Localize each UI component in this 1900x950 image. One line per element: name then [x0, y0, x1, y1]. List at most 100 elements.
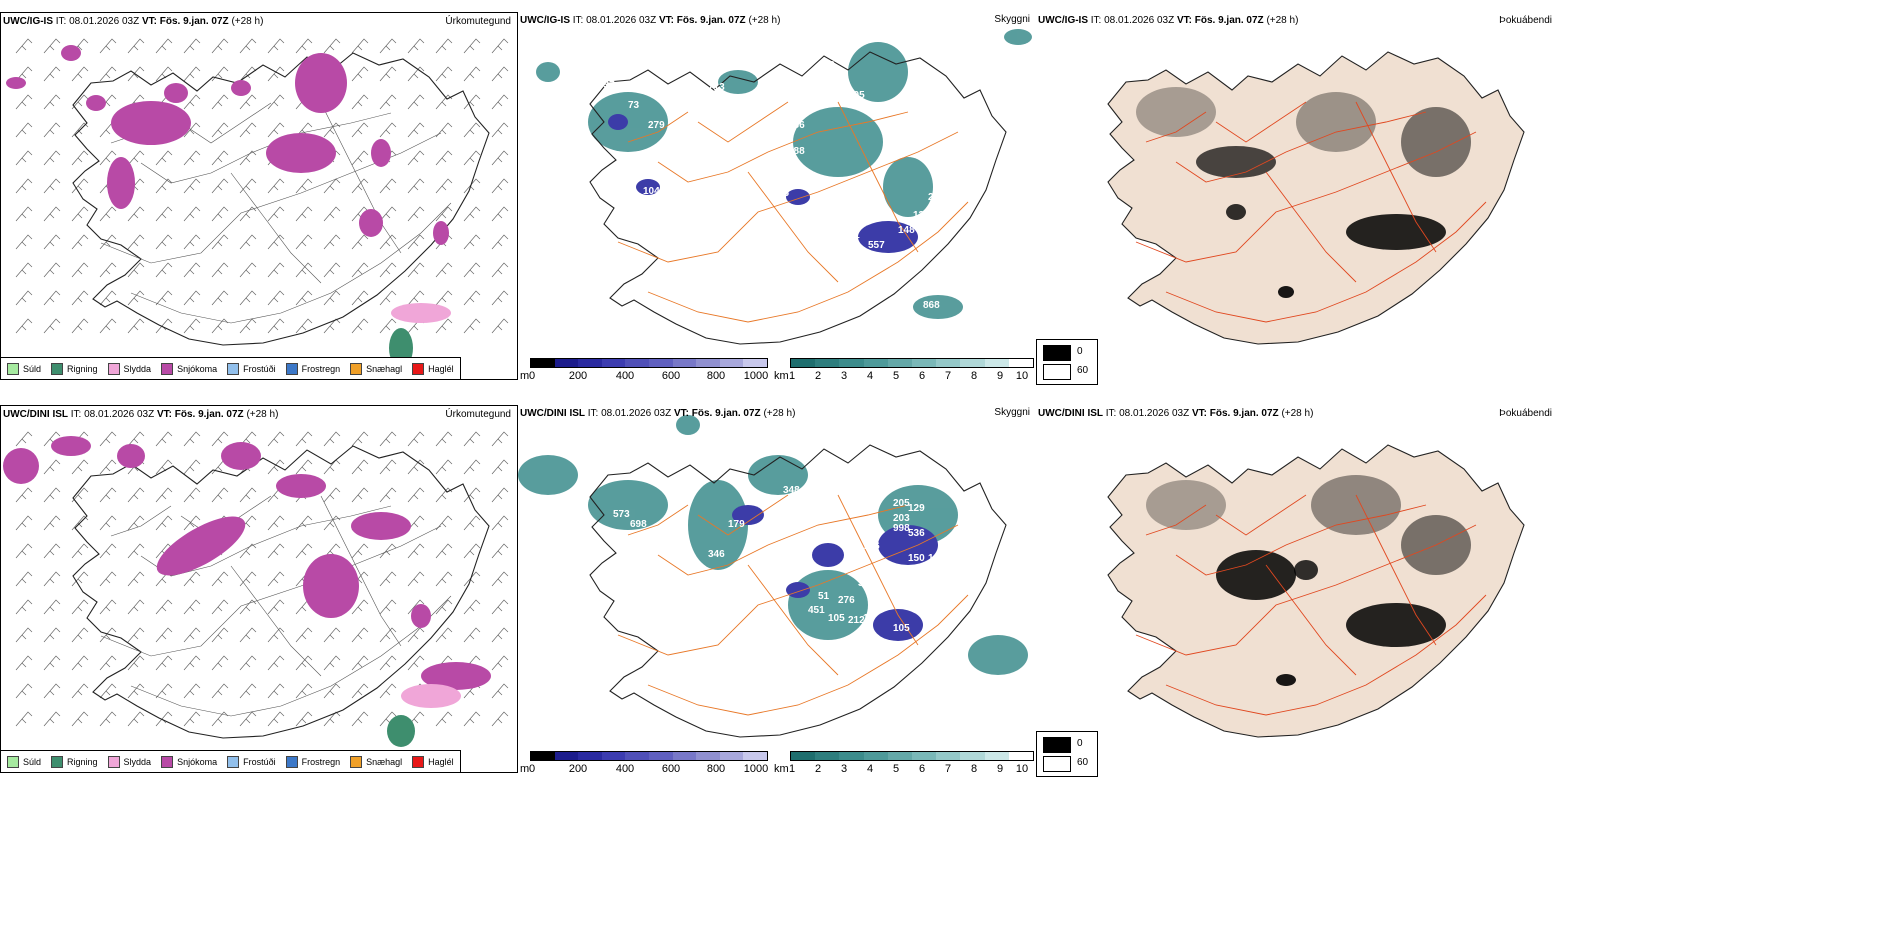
visibility-value-label: 713 — [708, 82, 725, 93]
wind-barb — [71, 262, 89, 278]
wind-barb — [491, 711, 509, 727]
road — [1145, 111, 1207, 143]
precip-type-panel-row1: UWC/IG-IS IT: 08.01.2026 03Z VT: Fös. 9.… — [0, 12, 518, 380]
wind-barb — [71, 318, 89, 334]
wind-barb — [351, 150, 369, 166]
wind-barb — [351, 66, 369, 82]
precip-type-panel-row2: UWC/DINI ISL IT: 08.01.2026 03Z VT: Fös.… — [0, 405, 518, 773]
wind-barb — [491, 515, 509, 531]
legend-snjokoma: Snjókoma — [161, 755, 217, 768]
wind-barb — [491, 206, 509, 222]
precip-type-map-row1 — [6, 38, 509, 368]
road — [837, 101, 919, 253]
wind-barb — [15, 655, 33, 671]
legend-sudd: Súld — [7, 362, 41, 375]
tick: 2 — [814, 763, 822, 773]
road — [1135, 131, 1477, 263]
wind-barb — [379, 206, 397, 222]
fog-index-key: 0 60 — [1036, 731, 1098, 777]
fog-index-key: 0 60 — [1036, 339, 1098, 385]
wind-barb — [43, 655, 61, 671]
wind-barb — [99, 66, 117, 82]
wind-barb — [71, 150, 89, 166]
wind-barb — [351, 122, 369, 138]
wind-barb — [491, 150, 509, 166]
wind-barb — [239, 234, 257, 250]
wind-barb — [127, 599, 145, 615]
wind-barb — [43, 206, 61, 222]
wind-barb — [267, 683, 285, 699]
tick: 4 — [866, 370, 874, 380]
sleet-areas — [391, 303, 451, 323]
tick: 3 — [840, 370, 848, 380]
wind-barb — [351, 262, 369, 278]
wind-barb — [211, 234, 229, 250]
road-network — [1135, 494, 1487, 716]
wind-barb — [267, 178, 285, 194]
wind-barb — [183, 206, 201, 222]
wind-barb — [99, 627, 117, 643]
wind-barb — [99, 431, 117, 447]
wind-barb — [351, 487, 369, 503]
wind-barb — [407, 655, 425, 671]
road — [1265, 564, 1357, 676]
tick: 8 — [970, 370, 978, 380]
visibility-value-label: 73 — [628, 100, 640, 111]
wind-barb — [435, 178, 453, 194]
panel-header: UWC/DINI ISL IT: 08.01.2026 03Z VT: Fös.… — [3, 409, 279, 420]
wind-barb — [463, 543, 481, 559]
wind-barb — [379, 431, 397, 447]
wind-barb — [295, 318, 313, 334]
tick: 800 — [706, 370, 726, 380]
wind-barb — [407, 66, 425, 82]
wind-barb — [379, 459, 397, 475]
road — [617, 524, 959, 656]
iceland-outline — [72, 52, 490, 346]
wind-barb — [43, 94, 61, 110]
legend-hagel: Haglél — [412, 755, 454, 768]
wind-barb — [155, 262, 173, 278]
wind-barb — [127, 515, 145, 531]
tick: 0 — [528, 370, 536, 380]
wind-barb — [71, 683, 89, 699]
wind-barb — [435, 711, 453, 727]
wind-barb — [239, 655, 257, 671]
wind-barb — [435, 262, 453, 278]
visibility-value-label: 451 — [808, 605, 825, 616]
visibility-value-label: 86 — [778, 188, 790, 199]
wind-barb — [155, 290, 173, 306]
wind-barb — [155, 711, 173, 727]
wind-barb — [183, 150, 201, 166]
wind-barb — [267, 543, 285, 559]
wind-barb — [379, 655, 397, 671]
wind-barb — [351, 599, 369, 615]
wind-barb — [71, 234, 89, 250]
wind-barb — [155, 150, 173, 166]
wind-barb — [407, 459, 425, 475]
wind-barb — [155, 431, 173, 447]
visibility-value-label: 944 — [678, 122, 695, 133]
wind-barb — [239, 150, 257, 166]
wind-barb — [323, 262, 341, 278]
wind-barb — [239, 178, 257, 194]
wind-barb — [99, 234, 117, 250]
visibility-value-label: 105 — [893, 623, 910, 634]
wind-barb — [15, 66, 33, 82]
wind-barb — [323, 38, 341, 54]
road — [627, 504, 689, 536]
wind-barb — [71, 206, 89, 222]
wind-barb — [323, 487, 341, 503]
wind-barb — [267, 459, 285, 475]
visibility-value-label: 276 — [838, 595, 855, 606]
wind-barb — [71, 543, 89, 559]
wind-barb — [43, 150, 61, 166]
wind-barb — [463, 711, 481, 727]
legend-sudd: Súld — [7, 755, 41, 768]
panel-header: UWC/IG-IS IT: 08.01.2026 03Z VT: Fös. 9.… — [3, 16, 264, 27]
wind-barb — [463, 515, 481, 531]
visibility-value-label: 237 — [618, 186, 635, 197]
visibility-value-label: 536 — [908, 528, 925, 539]
wind-barb — [379, 599, 397, 615]
wind-barb — [351, 711, 369, 727]
